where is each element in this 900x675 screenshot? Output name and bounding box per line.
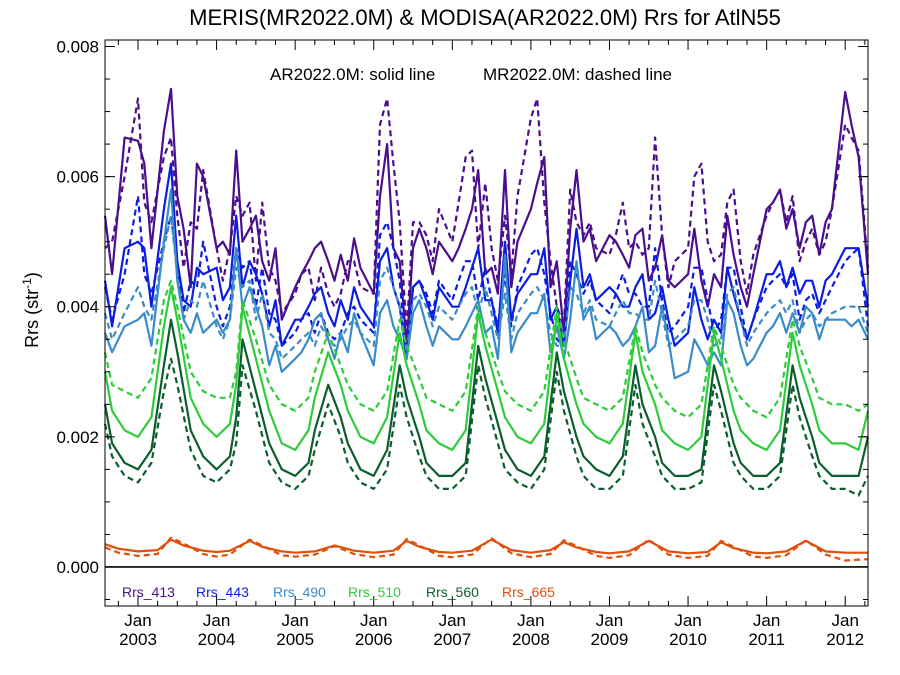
x-tick-year: 2003 — [119, 630, 157, 649]
x-tick-year: 2008 — [512, 630, 550, 649]
y-tick-label: 0.002 — [56, 428, 99, 447]
x-tick-year: 2007 — [433, 630, 471, 649]
x-axis-ticks: Jan2003Jan2004Jan2005Jan2006Jan2007Jan20… — [117, 40, 866, 649]
series-line-rrs-413-dashed — [104, 97, 870, 334]
y-axis-label: Rrs (str-1) — [20, 272, 42, 348]
x-tick-year: 2004 — [198, 630, 236, 649]
y-axis-label-tail: ) — [22, 272, 42, 278]
x-tick-year: 2011 — [748, 630, 785, 649]
series-line-rrs-490-dashed — [103, 214, 870, 360]
annotation-dashed-line: MR2022.0M: dashed line — [483, 65, 672, 84]
x-tick-month: Jan — [281, 611, 308, 630]
legend: Rrs_413 Rrs_443 Rrs_490 Rrs_510 Rrs_560 Rrs_6… — [122, 584, 555, 600]
x-tick-month: Jan — [203, 611, 230, 630]
legend-label-rrs-413: Rrs_413 — [122, 584, 175, 600]
series-line-rrs-443-dashed — [103, 195, 870, 360]
plot-lines — [103, 87, 870, 562]
series-line-rrs-560-solid — [103, 318, 870, 477]
x-tick-month: Jan — [439, 611, 466, 630]
x-tick-year: 2006 — [355, 630, 393, 649]
series-line-rrs-490-solid — [103, 188, 869, 380]
x-tick-month: Jan — [753, 611, 780, 630]
annotation-solid-line: AR2022.0M: solid line — [270, 65, 435, 84]
y-tick-label: 0.000 — [56, 558, 99, 577]
x-tick-month: Jan — [360, 611, 387, 630]
x-tick-year: 2005 — [276, 630, 314, 649]
y-axis-ticks: 0.000 0.002 0.004 0.006 0.008 — [56, 38, 868, 600]
legend-label-rrs-510: Rrs_510 — [348, 584, 401, 600]
y-axis-label-main: Rrs (str — [22, 289, 42, 348]
x-tick-year: 2009 — [591, 630, 629, 649]
x-tick-month: Jan — [674, 611, 701, 630]
x-tick-month: Jan — [124, 611, 151, 630]
legend-label-rrs-665: Rrs_665 — [502, 584, 555, 600]
series-line-rrs-510-solid — [103, 286, 870, 451]
chart-title: MERIS(MR2022.0M) & MODISA(AR2022.0M) Rrs… — [189, 5, 781, 30]
series-line-rrs-665-solid — [104, 538, 868, 555]
x-tick-month: Jan — [832, 611, 859, 630]
y-tick-label: 0.006 — [56, 168, 99, 187]
x-tick-month: Jan — [517, 611, 544, 630]
legend-label-rrs-443: Rrs_443 — [196, 584, 249, 600]
svg-text:Rrs (str-1): Rrs (str-1) — [20, 272, 42, 348]
series-line-rrs-510-dashed — [103, 279, 869, 419]
series-line-rrs-665-dashed — [104, 536, 869, 562]
x-tick-year: 2012 — [826, 630, 864, 649]
legend-label-rrs-490: Rrs_490 — [273, 584, 326, 600]
plot-frame — [104, 39, 869, 607]
series-line-rrs-560-dashed — [103, 357, 869, 497]
legend-label-rrs-560: Rrs_560 — [426, 584, 479, 600]
y-tick-label: 0.008 — [56, 38, 99, 57]
y-tick-label: 0.004 — [56, 298, 99, 317]
x-tick-year: 2010 — [669, 630, 707, 649]
y-axis-label-superscript: -1 — [20, 278, 34, 289]
series-line-rrs-413-solid — [103, 87, 870, 347]
x-tick-month: Jan — [596, 611, 623, 630]
